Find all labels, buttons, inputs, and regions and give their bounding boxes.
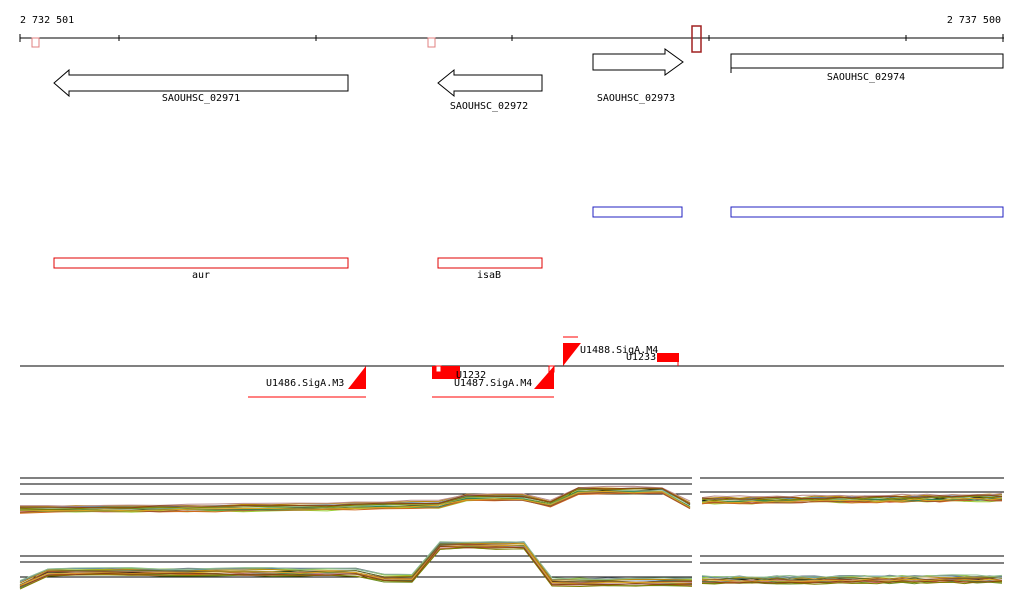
ruler-marker xyxy=(31,37,40,48)
gene-label: SAOUHSC_02971 xyxy=(162,93,240,104)
promoter-flag[interactable] xyxy=(563,343,581,366)
expression-track-lower xyxy=(19,540,1004,590)
expression-profiles xyxy=(19,485,1003,514)
gene-label: SAOUHSC_02973 xyxy=(597,93,675,104)
expression-line xyxy=(701,494,1003,500)
operon-box[interactable] xyxy=(730,206,1004,218)
expression-line xyxy=(701,499,1003,505)
gene-label: SAOUHSC_02972 xyxy=(450,101,528,112)
operon-box[interactable] xyxy=(592,206,683,218)
expression-line xyxy=(701,579,1003,584)
terminator-label: U1232 xyxy=(456,370,486,381)
gene-box[interactable] xyxy=(730,53,1004,69)
promoter-label: U1488.SigA.M4 xyxy=(580,345,658,356)
gene-track: SAOUHSC_02971 SAOUHSC_02972 SAOUHSC_0297… xyxy=(53,48,1004,112)
promoter-label: U1486.SigA.M3 xyxy=(266,378,344,389)
expression-line xyxy=(19,540,693,582)
gene-name-box[interactable] xyxy=(437,257,543,269)
selection-highlight[interactable] xyxy=(691,25,702,53)
expression-profiles xyxy=(19,540,1003,590)
gene-name-box[interactable] xyxy=(53,257,349,269)
expression-line xyxy=(20,487,691,509)
expression-line xyxy=(19,546,693,590)
promoter-flag[interactable] xyxy=(534,366,554,389)
terminator-block[interactable] xyxy=(657,353,679,362)
gene-arrow[interactable] xyxy=(437,68,543,98)
expression-line xyxy=(701,492,1003,499)
start-coordinate: 2 732 501 xyxy=(20,15,74,26)
gene-arrow[interactable] xyxy=(53,68,349,98)
ruler-marker xyxy=(427,37,436,48)
expression-track-upper xyxy=(19,477,1004,514)
expression-line xyxy=(19,543,693,586)
expression-line xyxy=(19,545,693,588)
gene-arrow[interactable] xyxy=(592,48,684,76)
promoter-flag[interactable] xyxy=(348,366,366,389)
coordinate-ruler xyxy=(19,25,1004,53)
expression-line xyxy=(701,578,1003,582)
end-coordinate: 2 737 500 xyxy=(947,15,1001,26)
gene-name-track: aur isaB xyxy=(53,257,543,281)
expression-line xyxy=(701,497,1003,504)
gene-name-label: aur xyxy=(192,270,210,281)
gene-name-label: isaB xyxy=(477,270,501,281)
operon-track xyxy=(592,206,1004,218)
expression-line xyxy=(701,574,1003,578)
regulatory-track: U1488.SigA.M4 U1233 U1486.SigA.M3 U1232 … xyxy=(20,336,1004,398)
gene-label: SAOUHSC_02974 xyxy=(827,72,905,83)
expression-line xyxy=(701,581,1003,585)
terminator-label: U1233 xyxy=(626,352,656,363)
expression-line xyxy=(19,490,691,512)
promoter-label: U1487.SigA.M4 xyxy=(454,378,532,389)
